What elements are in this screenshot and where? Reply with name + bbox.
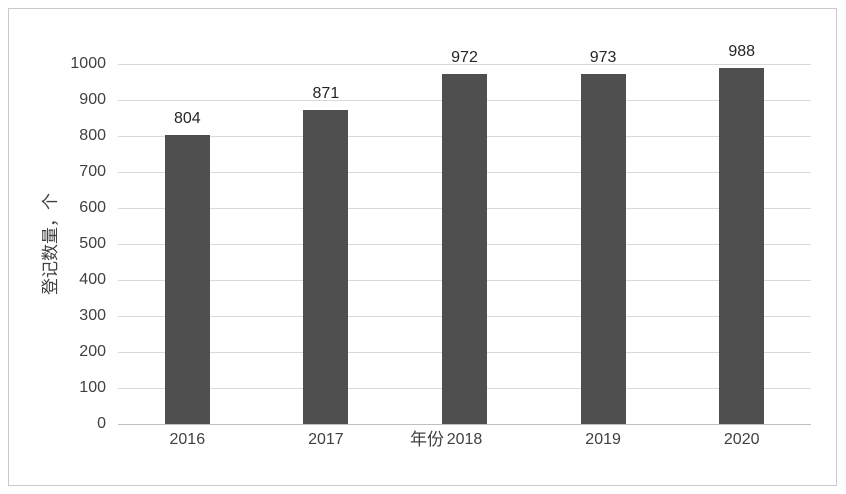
gridline [118,64,811,65]
x-axis-title: 年份 [410,430,444,449]
y-tick-label-200: 200 [79,343,106,360]
bar-2016 [164,134,210,424]
x-tick-label-2016: 2016 [169,431,206,448]
x-tick-label-2020: 2020 [723,431,760,448]
plot-area [118,64,811,425]
bar-2020 [719,68,765,424]
x-axis-line [118,424,811,425]
data-label-2020: 988 [728,43,756,61]
y-tick-label-1000: 1000 [70,55,106,72]
bar-2019 [580,73,626,424]
y-tick-label-500: 500 [79,235,106,252]
x-tick-label-2018: 2018 [446,431,483,448]
x-tick-label-2019: 2019 [585,431,621,448]
data-label-2018: 972 [451,49,478,67]
y-tick-label-100: 100 [79,379,106,396]
chart-frame: 登记数量，个 年份 0 100 200 300 400 500 600 700 800 900 10… [8,8,837,486]
bar-2017 [303,110,349,424]
y-tick-label-900: 900 [79,91,106,108]
y-tick-label-800: 800 [79,127,106,144]
x-tick-label-2017: 2017 [308,431,344,448]
data-label-2019: 973 [589,48,617,66]
data-label-2017: 871 [312,85,340,103]
y-tick-label-400: 400 [79,271,106,288]
data-label-2016: 804 [173,109,201,127]
y-tick-label-700: 700 [79,163,106,180]
y-tick-label-600: 600 [79,199,106,216]
bar-2018 [442,74,487,424]
y-tick-label-0: 0 [97,415,106,432]
y-tick-label-300: 300 [79,307,106,324]
